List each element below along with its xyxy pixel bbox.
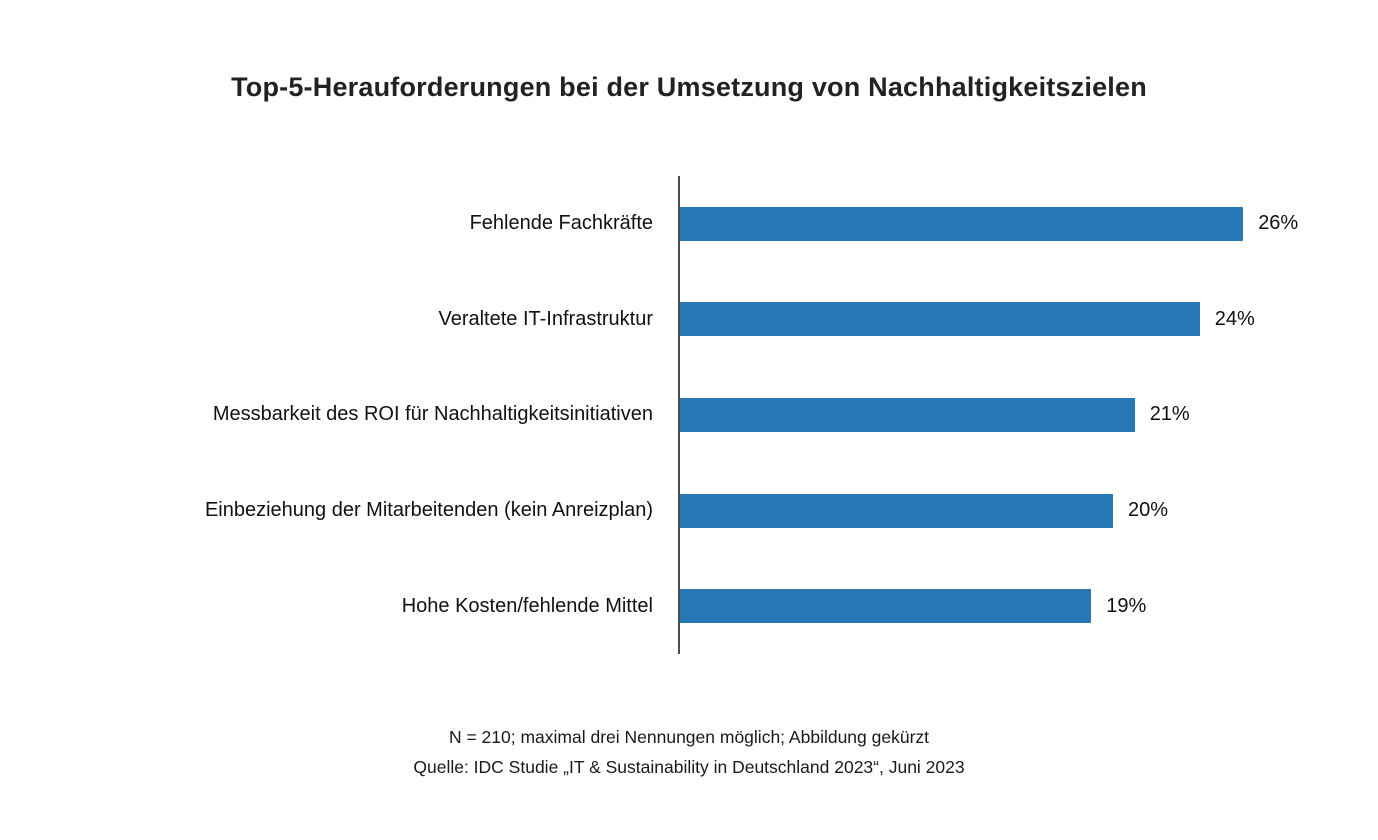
value-label: 24%: [1214, 307, 1255, 330]
footnote-source: Quelle: IDC Studie „IT & Sustainability …: [413, 757, 965, 777]
bar: [679, 206, 1244, 241]
value-label: 21%: [1149, 403, 1190, 426]
bar-row: Hohe Kosten/fehlende Mittel 19%: [0, 558, 1378, 654]
category-label: Fehlende Fachkräfte: [469, 212, 653, 235]
bar-row: Fehlende Fachkräfte 26%: [0, 176, 1378, 272]
footnotes: N = 210; maximal drei Nennungen möglich;…: [0, 722, 1378, 782]
category-label: Veraltete IT-Infrastruktur: [438, 307, 653, 330]
value-label: 19%: [1106, 594, 1147, 617]
bar-row: Messbarkeit des ROI für Nachhaltigkeitsi…: [0, 367, 1378, 463]
bar-row: Einbeziehung der Mitarbeitenden (kein An…: [0, 463, 1378, 559]
bar-chart: Fehlende Fachkräfte 26% Veraltete IT-Infra…: [0, 176, 1378, 654]
category-label: Hohe Kosten/fehlende Mittel: [401, 594, 653, 617]
y-axis-line: [678, 176, 680, 654]
bar: [679, 493, 1113, 528]
category-label: Einbeziehung der Mitarbeitenden (kein An…: [204, 499, 653, 522]
bars-container: Fehlende Fachkräfte 26% Veraltete IT-Infra…: [0, 176, 1378, 654]
category-label: Messbarkeit des ROI für Nachhaltigkeitsi…: [212, 403, 653, 426]
value-label: 26%: [1258, 212, 1299, 235]
bar: [679, 397, 1135, 432]
bar-row: Veraltete IT-Infrastruktur 24%: [0, 272, 1378, 368]
bar: [679, 589, 1092, 624]
footnote-note: N = 210; maximal drei Nennungen möglich;…: [448, 727, 930, 747]
page-title: Top-5-Herauforderungen bei der Umsetzung…: [231, 72, 1147, 102]
value-label: 20%: [1128, 499, 1169, 522]
bar: [679, 302, 1200, 337]
